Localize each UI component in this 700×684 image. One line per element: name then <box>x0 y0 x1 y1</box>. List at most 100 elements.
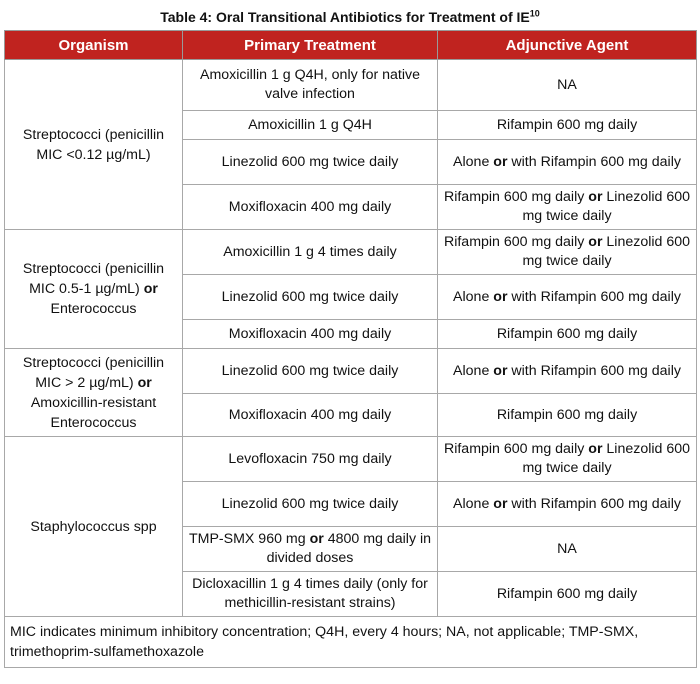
primary-treatment-cell: Amoxicillin 1 g Q4H, only for native val… <box>182 59 438 111</box>
table-title-reference: 10 <box>529 8 540 19</box>
text-fragment: Linezolid 600 mg twice daily <box>221 362 399 379</box>
table-row: TMP-SMX 960 mg or 4800 mg daily in divid… <box>5 526 697 572</box>
footnote-row: MIC indicates minimum inhibitory concent… <box>4 616 697 668</box>
text-fragment: Linezolid 600 mg twice daily <box>522 189 691 224</box>
organism-cell: Streptococci (penicillin MIC <0.12 µg/mL… <box>4 59 183 230</box>
adjunctive-agent-cell: Rifampin 600 mg daily <box>437 571 697 617</box>
text-fragment: Linezolid 600 mg twice daily <box>221 153 399 170</box>
text-fragment: Alone <box>453 362 494 379</box>
text-fragment: NA <box>557 540 577 557</box>
header-row: Organism Primary Treatment Adjunctive Ag… <box>4 30 697 60</box>
text-fragment: Streptococci (penicillin MIC 0.5-1 µg/mL… <box>22 261 165 297</box>
adjunctive-agent-cell: NA <box>437 59 697 111</box>
table-row: Moxifloxacin 400 mg daily Rifampin 600 mg… <box>5 184 697 230</box>
text-fragment: Rifampin 600 mg daily <box>443 189 589 205</box>
text-fragment: Amoxicillin 1 g Q4H <box>248 116 372 133</box>
adjunctive-agent-cell: Rifampin 600 mg daily or Linezolid 600 m… <box>437 436 697 482</box>
text-fragment: Moxifloxacin 400 mg daily <box>228 198 392 215</box>
text-fragment: with Rifampin 600 mg daily <box>507 153 681 170</box>
primary-treatment-cell: Amoxicillin 1 g 4 times daily <box>182 229 438 275</box>
text-fragment: with Rifampin 600 mg daily <box>507 288 681 305</box>
table-body: Streptococci (penicillin MIC <0.12 µg/mL… <box>4 59 697 617</box>
organism-cell: Staphylococcus spp <box>4 436 183 617</box>
adjunctive-agent-cell: Alone or with Rifampin 600 mg daily <box>437 348 697 394</box>
organism-cell: Streptococci (penicillin MIC 0.5-1 µg/mL… <box>4 229 183 349</box>
bold-conjunction: or <box>493 153 508 170</box>
text-fragment: NA <box>557 76 577 93</box>
adjunctive-agent-cell: Alone or with Rifampin 600 mg daily <box>437 481 697 527</box>
table-title: Table 4: Oral Transitional Antibiotics f… <box>4 6 696 30</box>
bold-conjunction: or <box>493 288 508 305</box>
primary-treatment-cell: Linezolid 600 mg twice daily <box>182 481 438 527</box>
table-row: Linezolid 600 mg twice daily Alone or wit… <box>5 481 697 527</box>
adjunctive-agent-cell: NA <box>437 526 697 572</box>
text-fragment: Amoxicillin 1 g 4 times daily <box>223 243 397 260</box>
table-row: Streptococci (penicillin MIC <0.12 µg/mL… <box>4 59 697 230</box>
adjunctive-agent-cell: Rifampin 600 mg daily or Linezolid 600 m… <box>437 184 697 230</box>
adjunctive-agent-cell: Alone or with Rifampin 600 mg daily <box>437 274 697 320</box>
header-primary-treatment: Primary Treatment <box>182 30 438 60</box>
text-fragment: Alone <box>453 495 494 512</box>
adjunctive-agent-cell: Rifampin 600 mg daily <box>437 393 697 437</box>
primary-treatment-cell: Linezolid 600 mg twice daily <box>182 139 438 185</box>
bold-conjunction: or <box>588 234 603 250</box>
text-fragment: Moxifloxacin 400 mg daily <box>228 406 392 423</box>
primary-treatment-cell: Moxifloxacin 400 mg daily <box>182 184 438 230</box>
bold-conjunction: or <box>493 495 508 512</box>
table-row: Linezolid 600 mg twice daily Alone or wit… <box>5 274 697 320</box>
table-row: Staphylococcus spp Levofloxacin 750 mg da… <box>4 436 697 617</box>
text-fragment: Linezolid 600 mg twice daily <box>522 441 691 476</box>
adjunctive-agent-cell: Rifampin 600 mg daily or Linezolid 600 m… <box>437 229 697 275</box>
table-footnote: MIC indicates minimum inhibitory concent… <box>4 616 697 668</box>
text-fragment: Levofloxacin 750 mg daily <box>228 450 392 467</box>
primary-treatment-cell: Dicloxacillin 1 g 4 times daily (only fo… <box>182 571 438 617</box>
adjunctive-agent-cell: Rifampin 600 mg daily <box>437 110 697 140</box>
text-fragment: Rifampin 600 mg daily <box>496 325 638 342</box>
text-fragment: with Rifampin 600 mg daily <box>507 495 681 512</box>
primary-treatment-cell: TMP-SMX 960 mg or 4800 mg daily in divid… <box>182 526 438 572</box>
text-fragment: Rifampin 600 mg daily <box>496 406 638 423</box>
adjunctive-agent-cell: Rifampin 600 mg daily <box>437 319 697 349</box>
text-fragment: Rifampin 600 mg daily <box>443 441 589 457</box>
table-row: Moxifloxacin 400 mg daily Rifampin 600 mg… <box>5 319 697 349</box>
bold-conjunction: or <box>143 281 158 297</box>
table-row: Amoxicillin 1 g Q4H Rifampin 600 mg daily <box>5 110 697 140</box>
bold-conjunction: or <box>137 374 152 391</box>
bold-conjunction: or <box>493 362 508 379</box>
antibiotics-table: Organism Primary Treatment Adjunctive Ag… <box>4 30 697 668</box>
text-fragment: Linezolid 600 mg twice daily <box>221 495 399 512</box>
text-fragment: TMP-SMX 960 mg <box>188 531 310 547</box>
text-fragment: Amoxicillin 1 g Q4H, only for native val… <box>200 67 420 102</box>
primary-treatment-cell: Linezolid 600 mg twice daily <box>182 348 438 394</box>
primary-treatment-cell: Linezolid 600 mg twice daily <box>182 274 438 320</box>
bold-conjunction: or <box>588 189 603 205</box>
text-fragment: Streptococci (penicillin MIC > 2 µg/mL) <box>22 354 165 391</box>
table-container: Table 4: Oral Transitional Antibiotics f… <box>4 6 697 668</box>
text-fragment: Enterococcus <box>50 301 137 317</box>
header-adjunctive-agent: Adjunctive Agent <box>437 30 697 60</box>
text-fragment: Dicloxacillin 1 g 4 times daily (only fo… <box>192 576 428 611</box>
text-fragment: 4800 mg daily in divided doses <box>266 531 432 566</box>
text-fragment: Linezolid 600 mg twice daily <box>221 288 399 305</box>
text-fragment: Streptococci (penicillin MIC <0.12 µg/mL… <box>22 126 165 163</box>
text-fragment: Amoxicillin-resistant Enterococcus <box>30 394 157 431</box>
text-fragment: with Rifampin 600 mg daily <box>507 362 681 379</box>
text-fragment: Rifampin 600 mg daily <box>496 585 638 602</box>
text-fragment: Rifampin 600 mg daily <box>443 234 589 250</box>
organism-cell: Streptococci (penicillin MIC > 2 µg/mL) … <box>4 348 183 437</box>
text-fragment: Alone <box>453 288 494 305</box>
primary-treatment-cell: Levofloxacin 750 mg daily <box>182 436 438 482</box>
primary-treatment-cell: Moxifloxacin 400 mg daily <box>182 393 438 437</box>
primary-treatment-cell: Moxifloxacin 400 mg daily <box>182 319 438 349</box>
primary-treatment-cell: Amoxicillin 1 g Q4H <box>182 110 438 140</box>
table-row: Linezolid 600 mg twice daily Alone or wit… <box>5 139 697 185</box>
text-fragment: Moxifloxacin 400 mg daily <box>228 325 392 342</box>
table-row: Streptococci (penicillin MIC > 2 µg/mL) … <box>4 348 697 437</box>
bold-conjunction: or <box>309 531 324 547</box>
table-row: Streptococci (penicillin MIC 0.5-1 µg/mL… <box>4 229 697 349</box>
adjunctive-agent-cell: Alone or with Rifampin 600 mg daily <box>437 139 697 185</box>
text-fragment: Linezolid 600 mg twice daily <box>522 234 691 269</box>
text-fragment: Rifampin 600 mg daily <box>496 116 638 133</box>
header-organism: Organism <box>4 30 183 60</box>
table-title-text: Table 4: Oral Transitional Antibiotics f… <box>160 9 530 25</box>
